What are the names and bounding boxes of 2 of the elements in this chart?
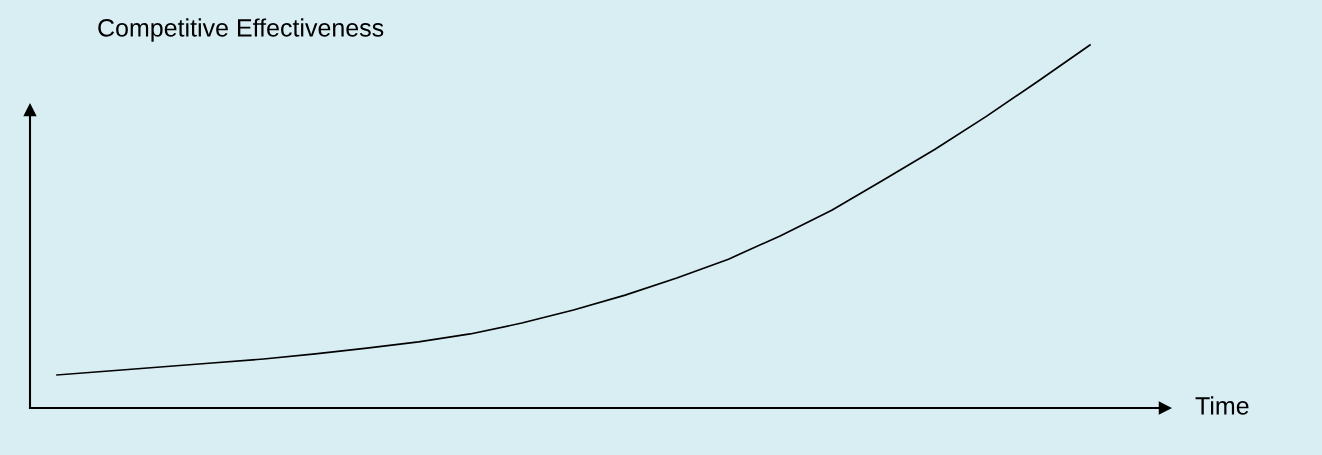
x-axis-title: Time [1195,396,1249,415]
y-axis-title: Competitive Effectiveness [98,18,384,42]
